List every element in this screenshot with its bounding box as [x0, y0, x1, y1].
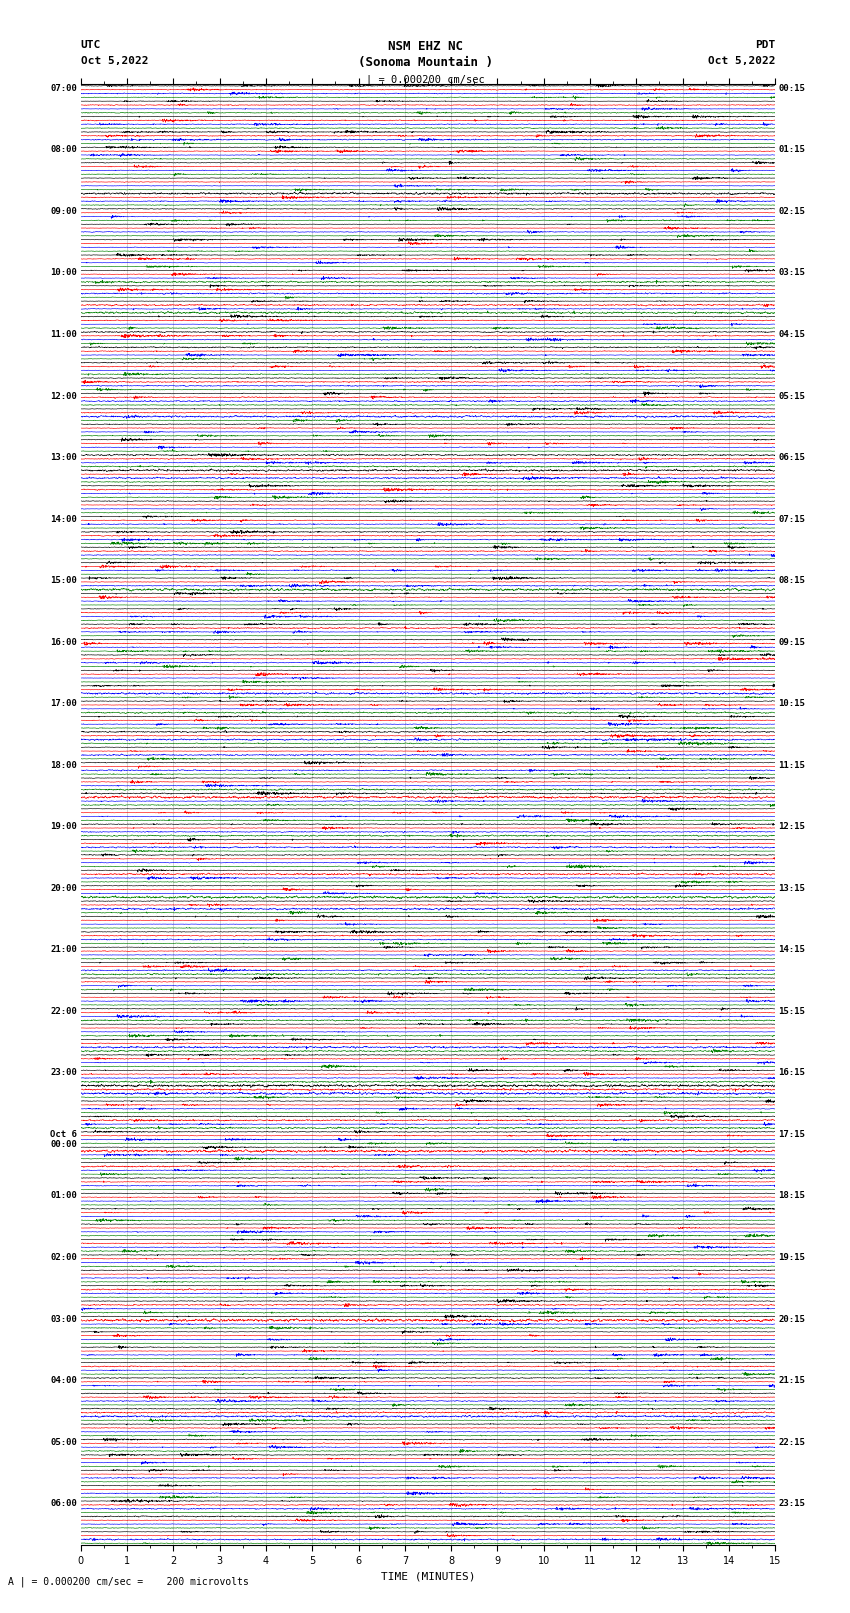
Text: 05:15: 05:15: [779, 392, 806, 400]
Text: 18:15: 18:15: [779, 1192, 806, 1200]
Text: 13:00: 13:00: [50, 453, 77, 461]
Text: Oct 6
00:00: Oct 6 00:00: [50, 1131, 77, 1150]
Text: 08:15: 08:15: [779, 576, 806, 586]
Text: 20:15: 20:15: [779, 1315, 806, 1324]
Text: 13:15: 13:15: [779, 884, 806, 892]
Text: 11:15: 11:15: [779, 761, 806, 769]
Text: 21:00: 21:00: [50, 945, 77, 955]
Text: 14:15: 14:15: [779, 945, 806, 955]
Text: 03:15: 03:15: [779, 268, 806, 277]
Text: 08:00: 08:00: [50, 145, 77, 155]
Text: 22:00: 22:00: [50, 1007, 77, 1016]
Text: 21:15: 21:15: [779, 1376, 806, 1386]
Text: 20:00: 20:00: [50, 884, 77, 892]
Text: 23:00: 23:00: [50, 1068, 77, 1077]
Text: (Sonoma Mountain ): (Sonoma Mountain ): [358, 56, 492, 69]
Text: 12:15: 12:15: [779, 823, 806, 831]
Text: 16:15: 16:15: [779, 1068, 806, 1077]
Text: 01:00: 01:00: [50, 1192, 77, 1200]
Text: 14:00: 14:00: [50, 515, 77, 524]
Text: PDT: PDT: [755, 40, 775, 50]
Text: 15:15: 15:15: [779, 1007, 806, 1016]
Text: 09:15: 09:15: [779, 637, 806, 647]
Text: 02:15: 02:15: [779, 206, 806, 216]
Text: 07:15: 07:15: [779, 515, 806, 524]
Text: 17:15: 17:15: [779, 1131, 806, 1139]
Text: 00:15: 00:15: [779, 84, 806, 94]
Text: 04:15: 04:15: [779, 331, 806, 339]
Text: 05:00: 05:00: [50, 1437, 77, 1447]
X-axis label: TIME (MINUTES): TIME (MINUTES): [381, 1571, 475, 1581]
Text: 15:00: 15:00: [50, 576, 77, 586]
Text: 12:00: 12:00: [50, 392, 77, 400]
Text: A | = 0.000200 cm/sec =    200 microvolts: A | = 0.000200 cm/sec = 200 microvolts: [8, 1576, 249, 1587]
Text: 03:00: 03:00: [50, 1315, 77, 1324]
Text: 07:00: 07:00: [50, 84, 77, 94]
Text: 02:00: 02:00: [50, 1253, 77, 1261]
Text: Oct 5,2022: Oct 5,2022: [708, 56, 775, 66]
Text: | = 0.000200 cm/sec: | = 0.000200 cm/sec: [366, 74, 484, 85]
Text: 11:00: 11:00: [50, 331, 77, 339]
Text: 10:15: 10:15: [779, 698, 806, 708]
Text: 04:00: 04:00: [50, 1376, 77, 1386]
Text: 22:15: 22:15: [779, 1437, 806, 1447]
Text: Oct 5,2022: Oct 5,2022: [81, 56, 148, 66]
Text: 16:00: 16:00: [50, 637, 77, 647]
Text: UTC: UTC: [81, 40, 101, 50]
Text: 17:00: 17:00: [50, 698, 77, 708]
Text: 01:15: 01:15: [779, 145, 806, 155]
Text: 18:00: 18:00: [50, 761, 77, 769]
Text: 19:15: 19:15: [779, 1253, 806, 1261]
Text: NSM EHZ NC: NSM EHZ NC: [388, 40, 462, 53]
Text: 19:00: 19:00: [50, 823, 77, 831]
Text: 10:00: 10:00: [50, 268, 77, 277]
Text: 09:00: 09:00: [50, 206, 77, 216]
Text: 23:15: 23:15: [779, 1498, 806, 1508]
Text: 06:15: 06:15: [779, 453, 806, 461]
Text: 06:00: 06:00: [50, 1498, 77, 1508]
